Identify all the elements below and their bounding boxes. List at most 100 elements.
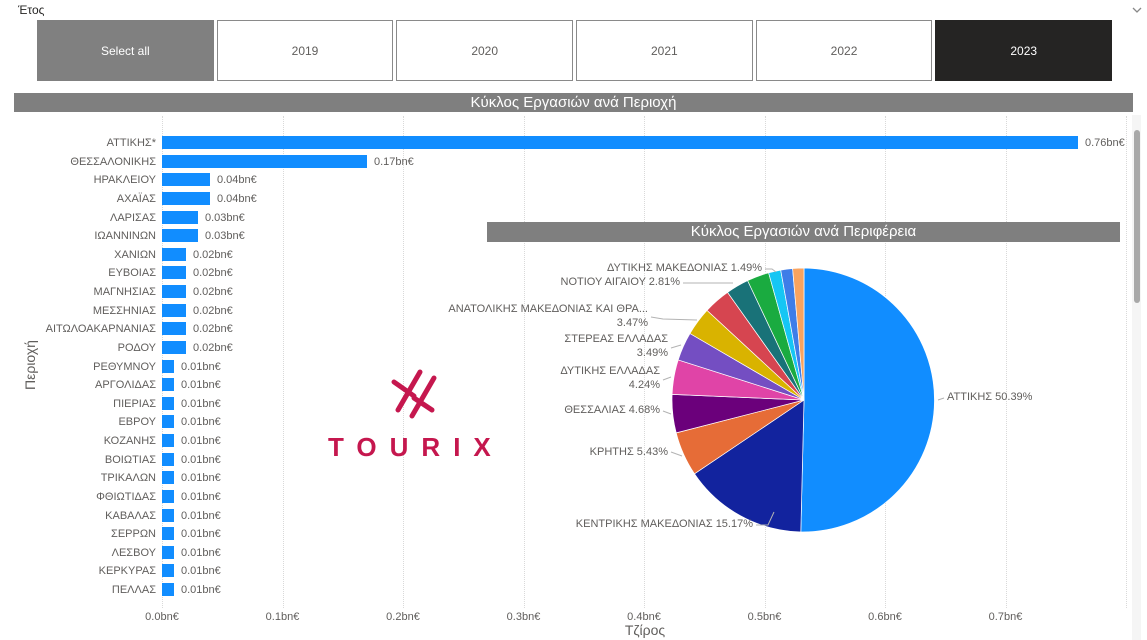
bar-ΑΤΤΙΚΗΣ*[interactable] bbox=[162, 136, 1078, 149]
bar-value-label: 0.01bn€ bbox=[181, 528, 221, 540]
bar-ΠΕΛΛΑΣ[interactable] bbox=[162, 583, 174, 596]
bar-value-label: 0.01bn€ bbox=[181, 491, 221, 503]
bar-value-label: 0.01bn€ bbox=[181, 398, 221, 410]
gridline bbox=[1126, 116, 1127, 608]
bar-category-label: ΛΕΣΒΟΥ bbox=[111, 547, 156, 559]
bar-category-label: ΑΤΤΙΚΗΣ* bbox=[106, 137, 156, 149]
scrollbar-thumb[interactable] bbox=[1134, 130, 1140, 303]
bar-ΛΕΣΒΟΥ[interactable] bbox=[162, 546, 174, 559]
bar-category-label: ΚΕΡΚΥΡΑΣ bbox=[98, 565, 156, 577]
pie-slice-label: ΔΥΤΙΚΗΣ ΕΛΛΑΔΑΣ bbox=[560, 365, 660, 377]
bar-value-label: 0.01bn€ bbox=[181, 361, 221, 373]
x-tick-label: 0.0bn€ bbox=[145, 611, 179, 623]
bar-ΠΙΕΡΙΑΣ[interactable] bbox=[162, 397, 174, 410]
bar-value-label: 0.02bn€ bbox=[193, 267, 233, 279]
pie-slice-label: ΘΕΣΣΑΛΙΑΣ 4.68% bbox=[564, 404, 660, 416]
pie-slice-label: 3.49% bbox=[636, 347, 668, 359]
bar-value-label: 0.01bn€ bbox=[181, 565, 221, 577]
bar-category-label: ΗΡΑΚΛΕΙΟΥ bbox=[93, 174, 156, 186]
slicer-button-2020[interactable]: 2020 bbox=[396, 20, 574, 81]
pie-slice-unlabeled-12[interactable] bbox=[792, 267, 805, 401]
bar-ΚΕΡΚΥΡΑΣ[interactable] bbox=[162, 564, 174, 577]
bar-ΒΟΙΩΤΙΑΣ[interactable] bbox=[162, 453, 174, 466]
pie-slice-label: ΣΤΕΡΕΑΣ ΕΛΛΑΔΑΣ bbox=[564, 333, 668, 345]
pie-slice-label: ΔΥΤΙΚΗΣ ΜΑΚΕΔΟΝΙΑΣ 1.49% bbox=[606, 262, 762, 274]
pie-chart-title: Κύκλος Εργασιών ανά Περιφέρεια bbox=[487, 222, 1120, 242]
slicer-button-2022[interactable]: 2022 bbox=[755, 20, 933, 81]
bar-category-label: ΒΟΙΩΤΙΑΣ bbox=[104, 454, 156, 466]
tourix-logo-text: TOURIX bbox=[328, 432, 504, 462]
bar-ΑΙΤΩΛΟΑΚΑΡΝΑΝΙΑΣ[interactable] bbox=[162, 322, 186, 335]
bar-value-label: 0.02bn€ bbox=[193, 305, 233, 317]
x-tick-label: 0.2bn€ bbox=[386, 611, 420, 623]
pie-leader-line bbox=[670, 344, 682, 349]
bar-ΑΧΑΪΑΣ[interactable] bbox=[162, 192, 210, 205]
slicer-button-select-all[interactable]: Select all bbox=[37, 20, 214, 81]
bar-ΜΕΣΣΗΝΙΑΣ[interactable] bbox=[162, 304, 186, 317]
pie-leader-line bbox=[662, 410, 672, 415]
pie-slice-label: ΑΝΑΤΟΛΙΚΗΣ ΜΑΚΕΔΟΝΙΑΣ ΚΑΙ ΘΡΑ... bbox=[448, 303, 648, 315]
gridline bbox=[282, 116, 284, 608]
bar-ΗΡΑΚΛΕΙΟΥ[interactable] bbox=[162, 173, 210, 186]
slicer-button-2023[interactable]: 2023 bbox=[935, 20, 1113, 81]
pie-leader-line bbox=[670, 451, 683, 457]
bar-ΡΕΘΥΜΝΟΥ[interactable] bbox=[162, 360, 174, 373]
bar-value-label: 0.01bn€ bbox=[181, 472, 221, 484]
bar-ΜΑΓΝΗΣΙΑΣ[interactable] bbox=[162, 285, 186, 298]
pie-slice-label: 3.47% bbox=[616, 317, 648, 329]
bar-category-label: ΠΕΛΛΑΣ bbox=[111, 584, 156, 596]
bar-value-label: 0.02bn€ bbox=[193, 323, 233, 335]
gridline bbox=[1005, 116, 1007, 608]
bar-value-label: 0.03bn€ bbox=[205, 212, 245, 224]
bar-value-label: 0.02bn€ bbox=[193, 342, 233, 354]
bar-category-label: ΛΑΡΙΣΑΣ bbox=[109, 212, 156, 224]
bar-category-label: ΦΘΙΩΤΙΔΑΣ bbox=[96, 491, 156, 503]
pie-slice-ΑΤΤΙΚΗΣ[interactable] bbox=[800, 267, 935, 533]
slicer-button-2019[interactable]: 2019 bbox=[216, 20, 394, 81]
gridline bbox=[644, 116, 645, 608]
bar-category-label: ΡΟΔΟΥ bbox=[117, 342, 156, 354]
bar-ΚΑΒΑΛΑΣ[interactable] bbox=[162, 509, 174, 522]
bar-category-label: ΑΧΑΪΑΣ bbox=[116, 193, 156, 205]
pie-slice-label: 4.24% bbox=[628, 379, 660, 391]
pie-slice-label: ΚΕΝΤΡΙΚΗΣ ΜΑΚΕΔΟΝΙΑΣ 15.17% bbox=[575, 518, 753, 530]
bar-ΙΩΑΝΝΙΝΩΝ[interactable] bbox=[162, 229, 198, 242]
bar-value-label: 0.01bn€ bbox=[181, 510, 221, 522]
slicer-button-2021[interactable]: 2021 bbox=[576, 20, 753, 81]
bar-ΡΟΔΟΥ[interactable] bbox=[162, 341, 186, 354]
tourix-logo-icon bbox=[391, 369, 437, 419]
pie-slice-label: ΑΤΤΙΚΗΣ 50.39% bbox=[947, 391, 1033, 403]
bar-value-label: 0.01bn€ bbox=[181, 379, 221, 391]
year-slicer-buttons: Select all 2019 2020 2021 2022 2023 bbox=[37, 20, 1113, 81]
bar-value-label: 0.01bn€ bbox=[181, 435, 221, 447]
bar-ΚΟΖΑΝΗΣ[interactable] bbox=[162, 434, 174, 447]
y-axis-title: Περιοχή bbox=[22, 340, 38, 390]
bar-ΤΡΙΚΑΛΩΝ[interactable] bbox=[162, 471, 174, 484]
bar-ΣΕΡΡΩΝ[interactable] bbox=[162, 527, 174, 540]
x-axis-title: Τζίρος bbox=[624, 622, 666, 638]
pie-slice-label: ΚΡΗΤΗΣ 5.43% bbox=[589, 446, 668, 458]
bar-ΧΑΝΙΩΝ[interactable] bbox=[162, 248, 186, 261]
bar-category-label: ΘΕΣΣΑΛΟΝΙΚΗΣ bbox=[70, 156, 156, 168]
bar-ΕΥΒΟΙΑΣ[interactable] bbox=[162, 266, 186, 279]
bar-value-label: 0.01bn€ bbox=[181, 454, 221, 466]
bar-value-label: 0.17bn€ bbox=[374, 156, 414, 168]
bar-value-label: 0.01bn€ bbox=[181, 584, 221, 596]
bar-value-label: 0.03bn€ bbox=[205, 230, 245, 242]
bar-category-label: ΤΡΙΚΑΛΩΝ bbox=[100, 472, 156, 484]
bar-ΛΑΡΙΣΑΣ[interactable] bbox=[162, 211, 198, 224]
bar-ΕΒΡΟΥ[interactable] bbox=[162, 415, 174, 428]
x-tick-label: 0.6bn€ bbox=[868, 611, 902, 623]
bar-category-label: ΚΟΖΑΝΗΣ bbox=[103, 435, 156, 447]
bar-ΑΡΓΟΛΙΔΑΣ[interactable] bbox=[162, 378, 174, 391]
gridline bbox=[523, 116, 525, 608]
pie-leader-line bbox=[937, 397, 945, 401]
pie-slice-ΚΕΝΤΡΙΚΗΣ ΜΑΚΕΔΟΝΙΑΣ[interactable] bbox=[694, 399, 805, 533]
scrollbar-track[interactable] bbox=[1132, 115, 1141, 640]
bar-value-label: 0.04bn€ bbox=[217, 174, 257, 186]
chevron-down-icon[interactable] bbox=[1130, 4, 1144, 16]
bar-ΦΘΙΩΤΙΔΑΣ[interactable] bbox=[162, 490, 174, 503]
bar-value-label: 0.04bn€ bbox=[217, 193, 257, 205]
bar-ΘΕΣΣΑΛΟΝΙΚΗΣ[interactable] bbox=[162, 155, 367, 168]
